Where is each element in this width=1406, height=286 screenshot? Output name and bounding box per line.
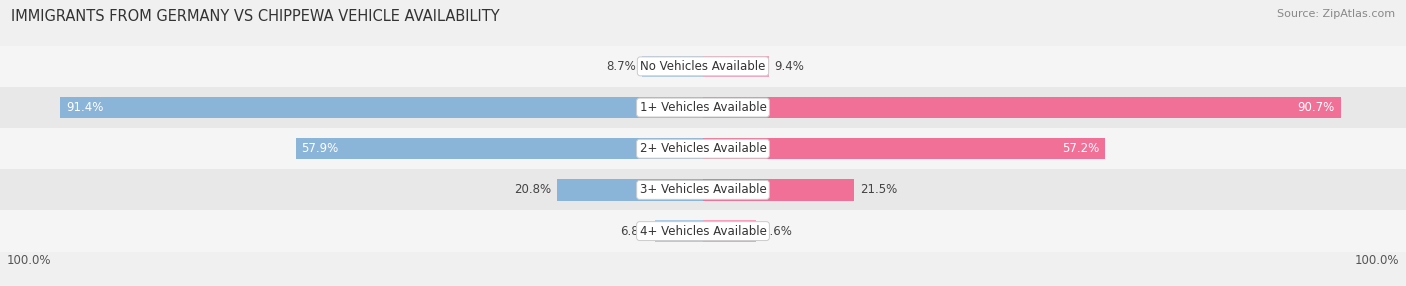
Text: 1+ Vehicles Available: 1+ Vehicles Available (640, 101, 766, 114)
Text: IMMIGRANTS FROM GERMANY VS CHIPPEWA VEHICLE AVAILABILITY: IMMIGRANTS FROM GERMANY VS CHIPPEWA VEHI… (11, 9, 501, 23)
Bar (703, 97, 1341, 118)
Text: 9.4%: 9.4% (775, 60, 804, 73)
Bar (643, 56, 703, 77)
Bar (557, 179, 703, 200)
Text: 91.4%: 91.4% (66, 101, 104, 114)
Bar (703, 56, 769, 77)
Text: 8.7%: 8.7% (606, 60, 637, 73)
Text: 57.9%: 57.9% (301, 142, 339, 155)
Bar (0, 210, 1406, 252)
Bar (60, 97, 703, 118)
Text: 7.6%: 7.6% (762, 225, 792, 238)
Text: 100.0%: 100.0% (7, 254, 52, 267)
Text: 4+ Vehicles Available: 4+ Vehicles Available (640, 225, 766, 238)
Text: 100.0%: 100.0% (1354, 254, 1399, 267)
Text: 57.2%: 57.2% (1063, 142, 1099, 155)
Text: 6.8%: 6.8% (620, 225, 650, 238)
Text: 3+ Vehicles Available: 3+ Vehicles Available (640, 183, 766, 196)
Text: 21.5%: 21.5% (860, 183, 897, 196)
Text: No Vehicles Available: No Vehicles Available (640, 60, 766, 73)
Text: 20.8%: 20.8% (515, 183, 551, 196)
Text: 2+ Vehicles Available: 2+ Vehicles Available (640, 142, 766, 155)
Bar (655, 221, 703, 242)
Bar (297, 138, 703, 159)
Bar (0, 46, 1406, 87)
Bar (703, 138, 1105, 159)
Text: Source: ZipAtlas.com: Source: ZipAtlas.com (1277, 9, 1395, 19)
Text: 90.7%: 90.7% (1298, 101, 1336, 114)
Bar (703, 221, 756, 242)
Bar (703, 179, 855, 200)
Bar (0, 128, 1406, 169)
Bar (0, 87, 1406, 128)
Bar (0, 169, 1406, 210)
